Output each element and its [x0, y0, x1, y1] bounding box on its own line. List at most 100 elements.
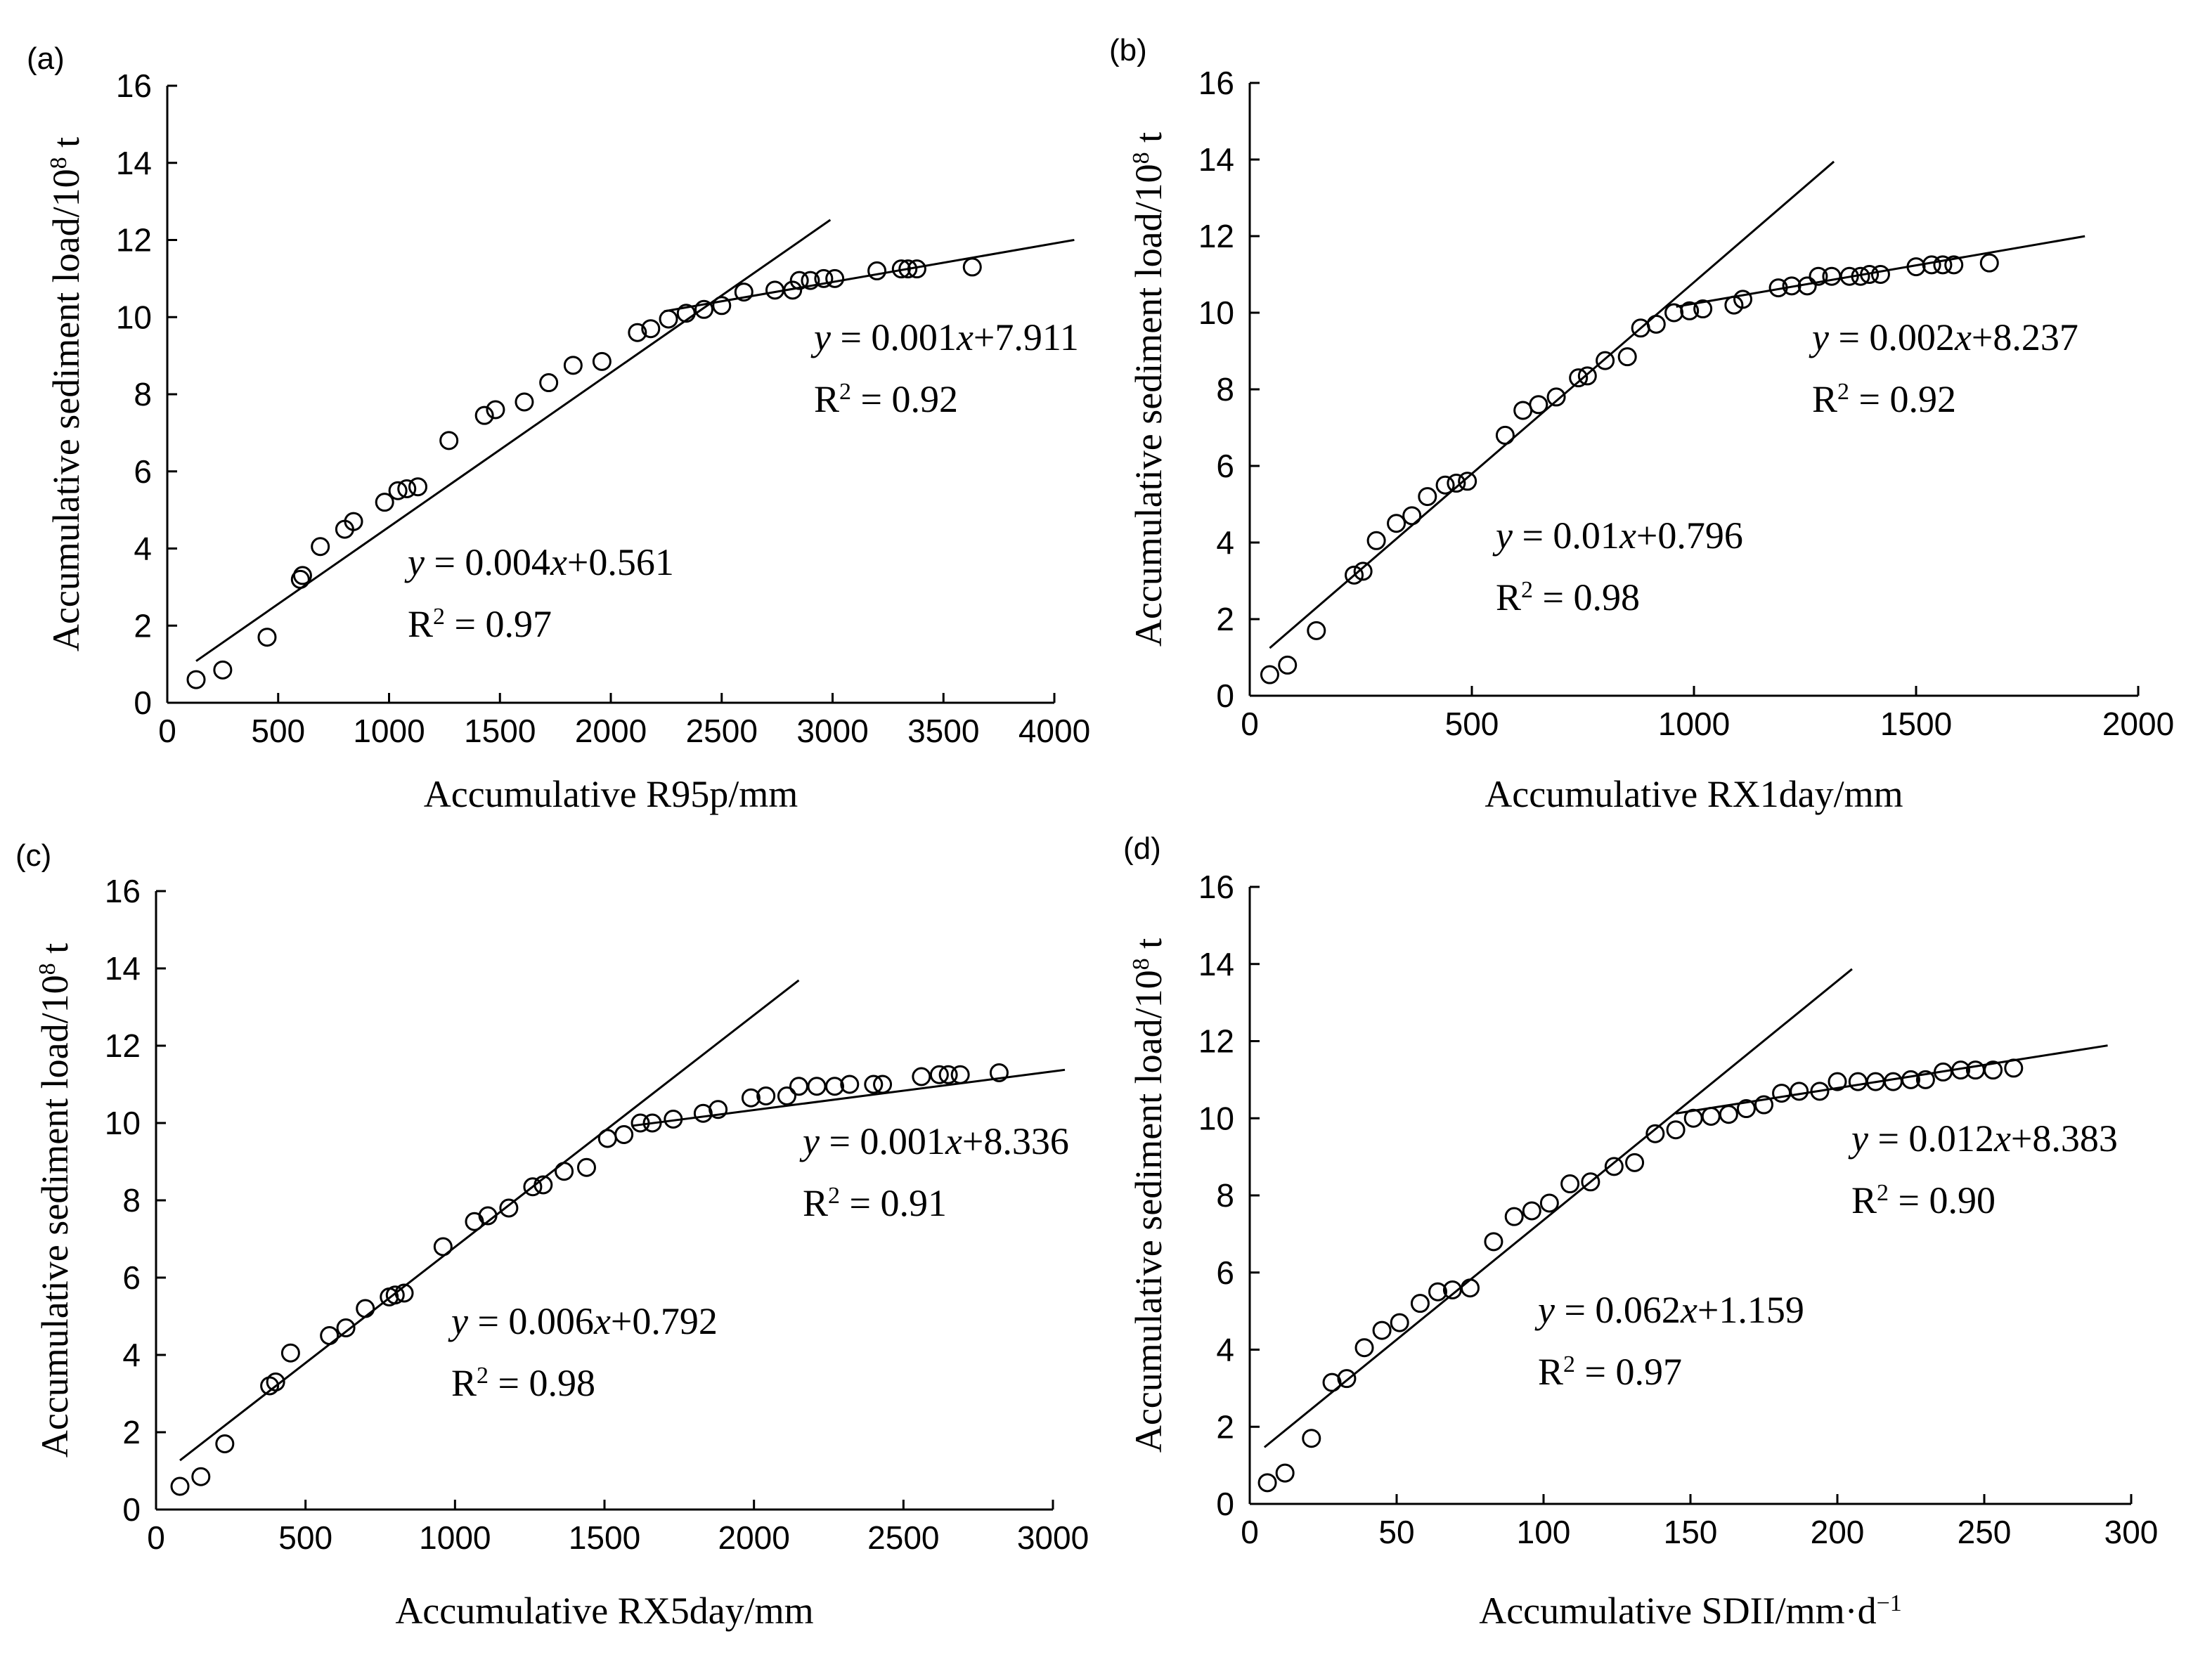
- y-tick-label: 12: [116, 222, 152, 259]
- data-point: [1625, 1153, 1645, 1172]
- y-tick-label: 14: [116, 145, 152, 181]
- data-point: [712, 296, 732, 316]
- y-tick-label: 10: [1198, 294, 1234, 331]
- x-axis-label: Accumulative RX5day/mm: [395, 1590, 813, 1632]
- data-point: [394, 1283, 414, 1303]
- fit-equation-2: y = 0.001x+7.911: [810, 316, 1079, 358]
- data-point: [1664, 303, 1684, 323]
- data-point: [1772, 1084, 1792, 1103]
- data-point: [311, 537, 330, 557]
- data-point: [1387, 514, 1406, 533]
- data-point: [1809, 266, 1828, 286]
- x-tick-label: 2000: [718, 1519, 789, 1556]
- x-tick-label: 500: [278, 1519, 332, 1556]
- data-point: [756, 1086, 776, 1105]
- y-tick-label: 6: [1216, 1254, 1234, 1291]
- data-point: [170, 1476, 190, 1496]
- data-point: [1915, 1070, 1935, 1089]
- data-point: [1617, 347, 1637, 367]
- data-point: [1581, 1172, 1600, 1192]
- x-tick-label: 500: [1445, 706, 1499, 742]
- data-point: [801, 271, 820, 290]
- panel-label: (d): [1123, 831, 1161, 866]
- x-tick-label: 3000: [1017, 1519, 1089, 1556]
- data-point: [814, 268, 834, 288]
- y-tick-label: 12: [1198, 218, 1234, 254]
- fit-r2-2: R2 = 0.90: [1851, 1179, 1996, 1221]
- data-point: [614, 1125, 634, 1144]
- data-point: [1337, 1369, 1357, 1389]
- x-tick-label: 150: [1664, 1514, 1718, 1550]
- y-tick-label: 10: [1198, 1100, 1234, 1136]
- data-point: [898, 259, 918, 279]
- data-point: [1353, 562, 1373, 581]
- x-tick-label: 2000: [2102, 706, 2174, 742]
- data-point: [1354, 1338, 1374, 1358]
- data-point: [659, 309, 678, 329]
- data-point: [1410, 1294, 1430, 1313]
- fit-line-1: [1263, 968, 1853, 1448]
- y-tick-label: 4: [1216, 524, 1234, 561]
- data-point: [1418, 487, 1437, 507]
- data-point: [912, 1067, 931, 1086]
- data-point: [1733, 290, 1753, 309]
- data-point: [1307, 621, 1326, 640]
- y-tick-label: 6: [1216, 448, 1234, 484]
- data-point: [1546, 387, 1566, 407]
- x-tick-label: 1000: [419, 1519, 491, 1556]
- data-point: [1797, 276, 1817, 296]
- x-tick-label: 100: [1517, 1514, 1571, 1550]
- data-point: [478, 1206, 498, 1226]
- data-point: [433, 1237, 453, 1257]
- y-tick-label: 12: [1198, 1023, 1234, 1060]
- fit-equation-1: y = 0.004x+0.561: [404, 541, 674, 583]
- data-point: [664, 1110, 683, 1129]
- x-tick-label: 1000: [1658, 706, 1730, 742]
- data-point: [1278, 655, 1298, 675]
- fit-r2-1: R2 = 0.97: [408, 603, 552, 645]
- data-point: [1458, 472, 1477, 491]
- panel-label: (a): [27, 41, 65, 76]
- data-point: [499, 1198, 519, 1218]
- x-axis-label: Accumulative RX1day/mm: [1485, 773, 1903, 815]
- data-point: [385, 1285, 405, 1305]
- data-point: [356, 1299, 375, 1318]
- data-point: [1736, 1099, 1756, 1119]
- x-tick-label: 1500: [464, 713, 536, 749]
- data-point: [950, 1065, 970, 1084]
- data-point: [694, 299, 714, 319]
- x-axis-label: Accumulative R95p/mm: [424, 773, 798, 815]
- fit-line-2: [1676, 235, 2085, 308]
- data-point: [891, 259, 911, 279]
- data-point: [576, 1157, 596, 1177]
- x-tick-label: 0: [147, 1519, 165, 1556]
- y-tick-label: 4: [1216, 1332, 1234, 1368]
- data-point: [1839, 266, 1859, 286]
- panel-label: (b): [1109, 33, 1147, 67]
- x-tick-label: 1500: [569, 1519, 640, 1556]
- y-tick-label: 10: [105, 1105, 141, 1141]
- data-point: [344, 512, 363, 531]
- x-tick-label: 3500: [907, 713, 979, 749]
- fit-r2-2: R2 = 0.91: [803, 1182, 947, 1224]
- x-tick-label: 0: [158, 713, 176, 749]
- x-tick-label: 50: [1378, 1514, 1414, 1550]
- data-point: [1922, 255, 1941, 275]
- y-tick-label: 0: [134, 684, 152, 721]
- data-point: [1646, 314, 1666, 334]
- x-tick-label: 0: [1241, 1514, 1259, 1550]
- data-point: [563, 356, 583, 375]
- data-point: [215, 1434, 235, 1453]
- data-point: [1577, 366, 1597, 386]
- data-point: [1569, 368, 1589, 388]
- data-point: [907, 259, 926, 279]
- data-point: [734, 283, 753, 302]
- data-point: [266, 1372, 285, 1391]
- data-point: [1428, 1282, 1448, 1302]
- data-point: [375, 493, 394, 512]
- fit-equation-2: y = 0.002x+8.237: [1809, 316, 2078, 358]
- data-point: [515, 392, 534, 412]
- y-tick-label: 2: [1216, 1408, 1234, 1445]
- data-point: [1906, 257, 1926, 277]
- panel-c: (c) 0 500 1000 1500 2000 2500 3000 0 2 4 6 8 10 12 14 16…: [15, 838, 1089, 1632]
